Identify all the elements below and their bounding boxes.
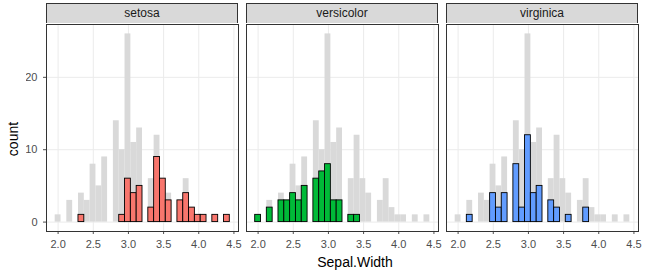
svg-text:2.0: 2.0 (450, 238, 465, 250)
svg-text:4.0: 4.0 (391, 238, 406, 250)
svg-text:3.0: 3.0 (121, 238, 136, 250)
svg-text:4.5: 4.5 (426, 238, 441, 250)
html-text:setosa: setosa (124, 6, 160, 20)
svg-text:10: 10 (26, 143, 38, 155)
svg-text:4.5: 4.5 (226, 238, 241, 250)
svg-text:2.5: 2.5 (86, 238, 101, 250)
svg-text:2.0: 2.0 (50, 238, 65, 250)
svg-text:2.0: 2.0 (250, 238, 265, 250)
svg-text:4.0: 4.0 (191, 238, 206, 250)
html-text:virginica: virginica (520, 6, 564, 20)
svg-text:2.5: 2.5 (286, 238, 301, 250)
svg-text:3.0: 3.0 (521, 238, 536, 250)
svg-text:4.0: 4.0 (591, 238, 606, 250)
svg-text:3.5: 3.5 (556, 238, 571, 250)
html-text:count: count (5, 121, 21, 157)
html-text:versicolor: versicolor (316, 6, 368, 20)
svg-text:20: 20 (26, 71, 38, 83)
svg-text:3.5: 3.5 (156, 238, 171, 250)
svg-text:3.0: 3.0 (321, 238, 336, 250)
svg-text:3.5: 3.5 (356, 238, 371, 250)
svg-text:4.5: 4.5 (626, 238, 641, 250)
svg-text:2.5: 2.5 (486, 238, 501, 250)
html-text:Sepal.Width: Sepal.Width (317, 254, 393, 270)
svg-text:0: 0 (31, 216, 37, 228)
